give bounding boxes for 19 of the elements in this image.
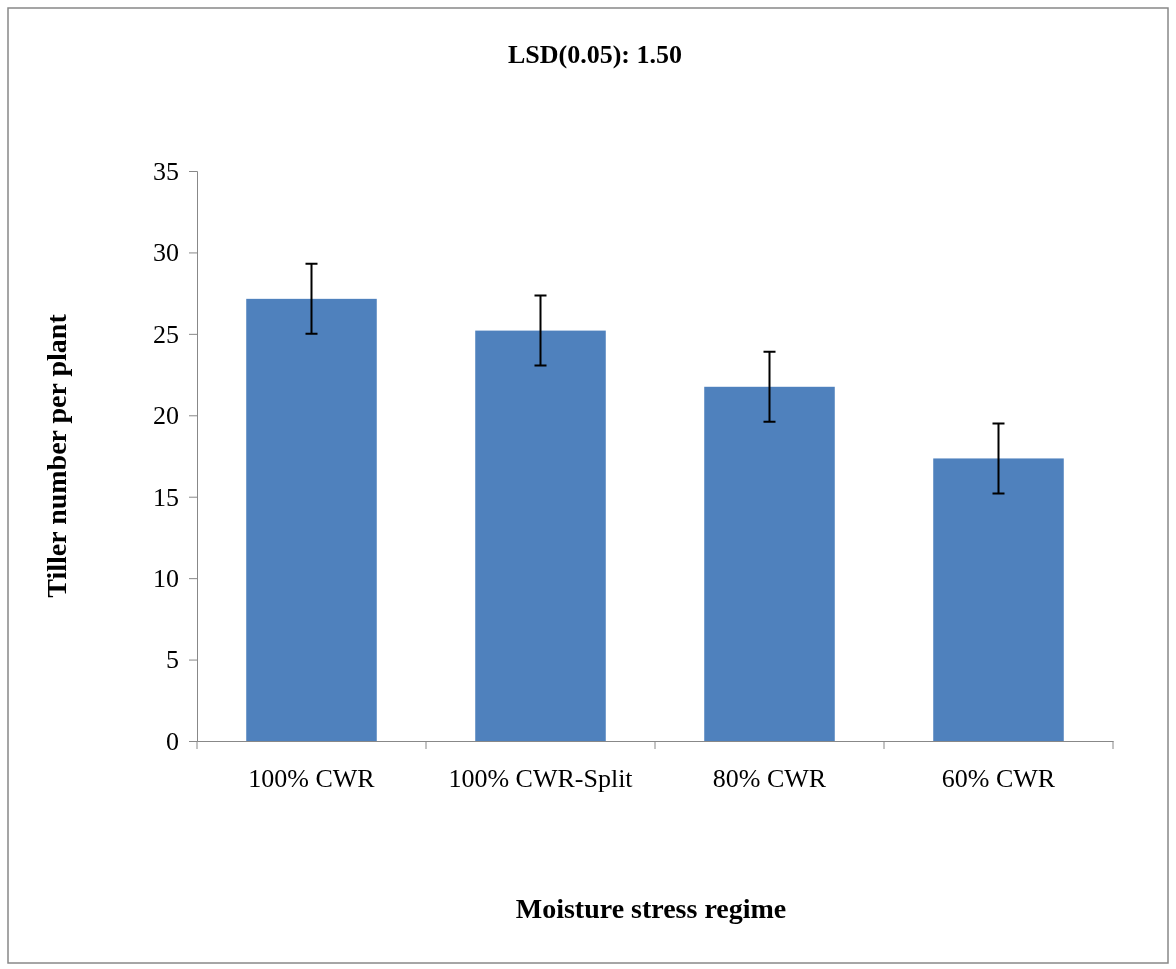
x-tick-label: 60% CWR	[941, 764, 1056, 794]
x-axis-title: Moisture stress regime	[515, 893, 787, 924]
bar	[246, 298, 377, 741]
bar	[704, 386, 835, 741]
y-tick-label: 10	[153, 563, 179, 593]
x-tick-label: 80% CWR	[712, 764, 827, 794]
y-tick-label: 25	[153, 319, 179, 349]
x-tick-label: 100% CWR-Split	[448, 764, 634, 794]
y-tick-label: 5	[166, 645, 179, 675]
x-tick-label: 100% CWR	[248, 764, 376, 794]
y-tick-label: 15	[153, 482, 179, 512]
y-axis-title: Tiller number per plant	[41, 313, 72, 598]
y-tick-label: 0	[166, 726, 179, 756]
y-tick-label: 30	[153, 238, 179, 268]
y-tick-label: 20	[153, 401, 179, 431]
bar	[933, 458, 1064, 741]
chart-title: LSD(0.05): 1.50	[507, 40, 683, 69]
y-tick-label: 35	[153, 156, 179, 186]
bar	[475, 330, 606, 741]
